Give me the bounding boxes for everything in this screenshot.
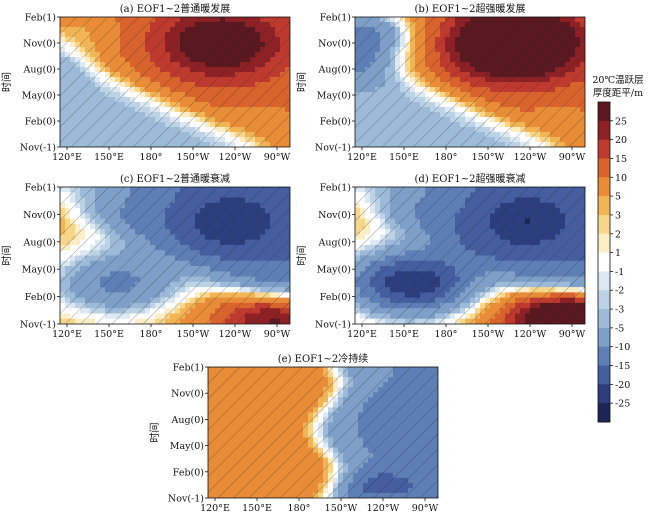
y-tick-label: Nov(-1) (315, 143, 351, 154)
y-tick-label: Nov(-1) (20, 320, 56, 331)
x-tick-label: 150°W (472, 152, 505, 163)
y-tick-label: Feb(1) (320, 183, 351, 194)
y-tick-label: Feb(0) (320, 117, 351, 128)
x-tick-label: 180° (140, 329, 163, 340)
y-tick-label: Nov(0) (318, 210, 351, 221)
panel-title: (c) EOF1~2普通暖衰减 (120, 172, 230, 185)
y-tick-label: Aug(0) (22, 65, 56, 76)
plot-frame (59, 16, 291, 148)
panel-a: (a) EOF1~2普通暖发展 Feb(1) Nov(0) Aug(0) May(0) F… (0, 2, 291, 163)
x-tick-label: 180° (435, 152, 458, 163)
y-tick-label: Feb(1) (25, 13, 56, 24)
x-tick-label: 90°W (559, 152, 586, 163)
panel-b: (b) EOF1~2超强暖发展 Feb(1) Nov(0) Aug(0) May(0) F… (295, 2, 586, 163)
x-tick-label: 120°W (514, 152, 547, 163)
y-tick-label: Feb(0) (320, 292, 351, 303)
plot-frame (354, 186, 586, 325)
significance-hatching (355, 187, 585, 324)
heatmap-field-a (60, 17, 290, 147)
significance-hatching (60, 187, 290, 324)
y-tick-label: Feb(0) (25, 292, 56, 303)
y-tick-label: Nov(-1) (20, 143, 56, 154)
y-tick-label: Aug(0) (317, 237, 351, 248)
x-tick-label: 150°E (389, 152, 419, 163)
x-tick-label: 150°W (177, 329, 210, 340)
y-tick-label: Nov(0) (23, 210, 56, 221)
x-tick-label: 150°E (94, 329, 124, 340)
y-axis-label: 时间 (295, 246, 308, 266)
x-tick-label: 150°W (472, 329, 505, 340)
heatmap-field-c (60, 187, 290, 324)
x-tick-label: 150°E (389, 329, 419, 340)
x-tick-label: 90°W (264, 329, 291, 340)
x-tick-label: 150°E (94, 152, 124, 163)
heatmap-field-b (355, 17, 585, 147)
x-tick-label: 120°E (347, 152, 377, 163)
x-tick-label: 120°E (347, 329, 377, 340)
x-tick-label: 120°W (514, 329, 547, 340)
y-tick-label: Aug(0) (317, 65, 351, 76)
y-axis-label: 时间 (295, 72, 308, 92)
heatmap-field-e (208, 367, 438, 498)
heatmap-field-d (355, 187, 585, 324)
panel-title: (d) EOF1~2超强暖衰减 (415, 172, 526, 185)
y-axis-label: 时间 (0, 246, 13, 266)
y-axis-label: 时间 (0, 72, 13, 92)
y-tick-label: May(0) (22, 91, 56, 102)
plot-frame (59, 186, 291, 325)
panel-d: (d) EOF1~2超强暖衰减 Feb(1) Nov(0) Aug(0) May(0) F… (295, 172, 586, 340)
x-tick-label: 120°W (219, 152, 252, 163)
y-tick-label: Nov(0) (23, 39, 56, 50)
y-tick-label: May(0) (317, 265, 351, 276)
y-tick-label: Feb(0) (25, 117, 56, 128)
significance-hatching (355, 17, 585, 147)
y-tick-label: Nov(-1) (315, 320, 351, 331)
plot-frame (354, 16, 586, 148)
y-tick-label: Feb(1) (25, 183, 56, 194)
y-tick-label: Feb(1) (320, 13, 351, 24)
x-tick-label: 90°W (559, 329, 586, 340)
panel-title: (a) EOF1~2普通暖发展 (120, 2, 230, 15)
x-tick-label: 120°E (52, 152, 82, 163)
y-tick-label: Nov(0) (318, 39, 351, 50)
panel-title: (b) EOF1~2超强暖发展 (415, 2, 526, 15)
x-tick-label: 120°E (52, 329, 82, 340)
x-tick-label: 180° (435, 329, 458, 340)
y-tick-label: May(0) (22, 265, 56, 276)
y-tick-label: Aug(0) (22, 237, 56, 248)
x-tick-label: 90°W (264, 152, 291, 163)
significance-hatching (60, 17, 290, 147)
y-tick-label: May(0) (317, 91, 351, 102)
x-tick-label: 120°W (219, 329, 252, 340)
panels: (a) EOF1~2普通暖发展 Feb(1) Nov(0) Aug(0) May(0) F… (0, 2, 586, 514)
x-tick-label: 150°W (177, 152, 210, 163)
panel-e: (e) EOF1~2冷持续Feb(1)Nov(0)Aug(0)May(0)Feb… (148, 352, 439, 514)
panel-c: (c) EOF1~2普通暖衰减 Feb(1) Nov(0) Aug(0) May(0) F… (0, 172, 291, 340)
x-tick-label: 180° (140, 152, 163, 163)
